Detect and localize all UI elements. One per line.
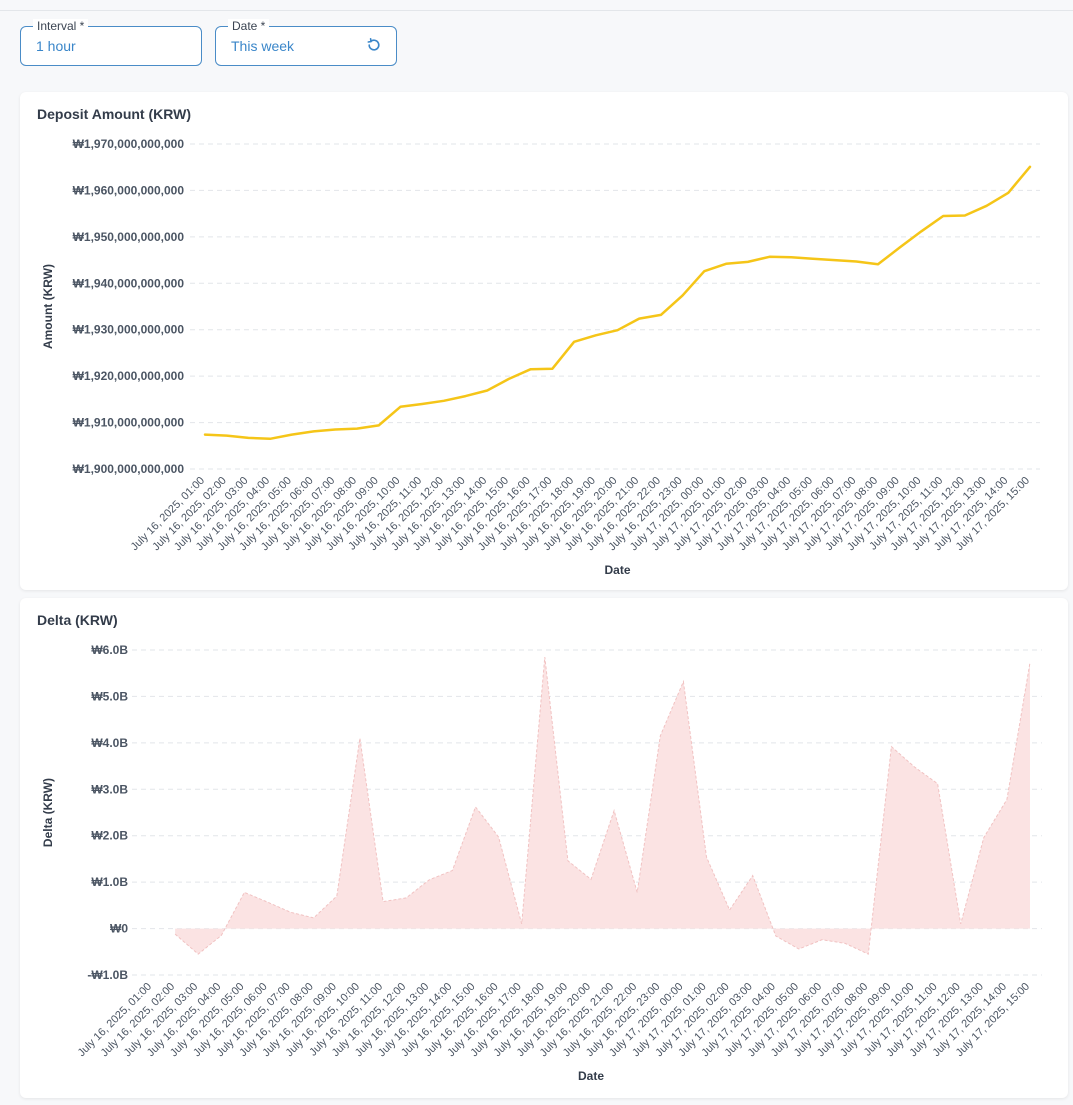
y-tick-label: ₩0 bbox=[110, 922, 128, 936]
interval-select[interactable]: Interval * 1 hour bbox=[20, 19, 202, 66]
x-axis-label: Date bbox=[578, 1069, 604, 1083]
delta-chart: -₩1.0B₩0₩1.0B₩2.0B₩3.0B₩4.0B₩5.0B₩6.0BJu… bbox=[41, 643, 1042, 1083]
delta-chart-title: Delta (KRW) bbox=[37, 612, 118, 628]
top-divider bbox=[0, 10, 1073, 11]
y-tick-label: ₩1,900,000,000,000 bbox=[73, 462, 185, 476]
reset-icon[interactable] bbox=[366, 37, 382, 53]
interval-label: Interval * bbox=[33, 19, 89, 33]
deposit-amount-chart: ₩1,900,000,000,000 ₩1,910,000,000,000 ₩1,9… bbox=[41, 137, 1040, 577]
y-tick-label: ₩1,940,000,000,000 bbox=[73, 276, 185, 290]
y-tick-label: -₩1.0B bbox=[87, 968, 128, 982]
y-tick-label: ₩4.0B bbox=[91, 736, 128, 750]
y-tick-label: ₩1,920,000,000,000 bbox=[73, 369, 185, 383]
y-tick-label: ₩1,910,000,000,000 bbox=[73, 416, 185, 430]
y-tick-label: ₩2.0B bbox=[91, 829, 128, 843]
series-area bbox=[175, 657, 1031, 955]
y-tick-label: ₩1,930,000,000,000 bbox=[73, 323, 185, 337]
y-axis-label: Delta (KRW) bbox=[41, 778, 55, 847]
y-tick-label: ₩1,970,000,000,000 bbox=[73, 137, 185, 151]
series-line bbox=[174, 656, 1031, 955]
y-tick-label: ₩5.0B bbox=[91, 689, 128, 703]
y-tick-label: ₩6.0B bbox=[91, 643, 128, 657]
y-tick-label: ₩1,960,000,000,000 bbox=[73, 183, 185, 197]
date-value: This week bbox=[231, 38, 295, 54]
deposit-chart-title: Deposit Amount (KRW) bbox=[37, 106, 191, 122]
interval-value: 1 hour bbox=[36, 38, 76, 54]
series-line bbox=[203, 165, 1032, 441]
y-tick-label: ₩1.0B bbox=[91, 875, 128, 889]
x-axis-label: Date bbox=[604, 563, 630, 577]
delta-card: Delta (KRW) -₩1.0B ₩0 ₩1.0B ₩2.0B ₩3.0B ₩4.0B… bbox=[20, 598, 1068, 1098]
filter-bar: Interval * 1 hour Date * This week bbox=[20, 19, 397, 66]
date-label: Date * bbox=[228, 19, 270, 33]
y-axis-label: Amount (KRW) bbox=[41, 264, 55, 349]
y-tick-label: ₩1,950,000,000,000 bbox=[73, 230, 185, 244]
deposit-amount-card: Deposit Amount (KRW) ₩1,900,000,000,000 ₩… bbox=[20, 92, 1068, 590]
date-select[interactable]: Date * This week bbox=[215, 19, 397, 66]
y-tick-label: ₩3.0B bbox=[91, 782, 128, 796]
